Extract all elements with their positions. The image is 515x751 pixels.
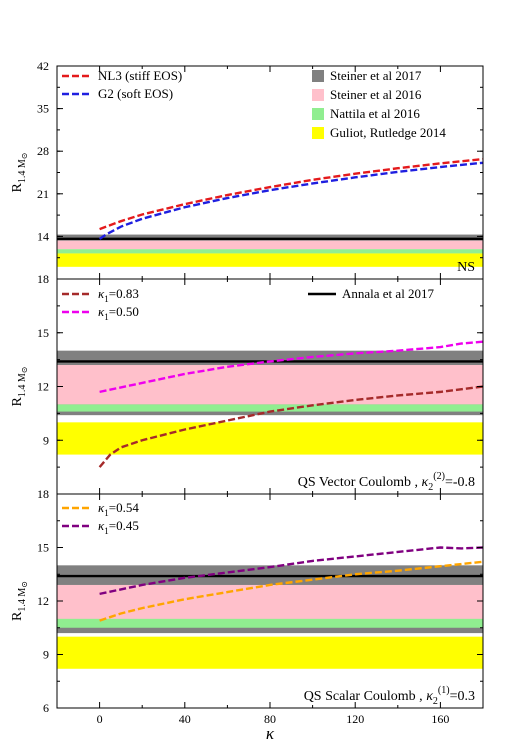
- legend-entry-k054: κ1=0.54: [62, 500, 139, 518]
- panel-2: 9 12 15 18 R1.4 M⊙ QS Vector Coulomb , κ2(2)=…: [10, 272, 484, 495]
- legend-label: Nattila et al 2016: [330, 106, 420, 121]
- legend-entry-g2: G2 (soft EOS): [62, 86, 173, 101]
- y-tick-label: 35: [37, 102, 49, 116]
- series-line-1-0-83: [98, 385, 483, 468]
- legend-label: Annala et al 2017: [342, 286, 435, 301]
- y-tick-label: 15: [37, 541, 49, 555]
- panel-label: NS: [457, 260, 475, 275]
- y-tick-label: 18: [37, 272, 49, 286]
- y-tick-label: 12: [37, 380, 49, 394]
- band-nattila-et-al-2016: [57, 249, 483, 254]
- x-axis-label: κ: [266, 724, 275, 743]
- legend-entry-annala: Annala et al 2017: [308, 286, 435, 301]
- series-line-1-0-54: [99, 560, 483, 622]
- plot-area: [57, 340, 483, 468]
- legend-label: κ1=0.50: [98, 304, 139, 322]
- y-tick-label: 18: [37, 487, 49, 501]
- legend-entry-nattila-et-al-2016: Nattila et al 2016: [312, 106, 420, 121]
- y-axis-label: R1.4 M⊙: [10, 153, 29, 193]
- x-tick-label: 120: [346, 712, 364, 726]
- legend-label: Steiner et al 2016: [330, 87, 422, 102]
- band-guliot-rutledge-2014: [57, 253, 483, 267]
- plot-area: [57, 157, 483, 267]
- x-tick-label: 160: [431, 712, 449, 726]
- legend-label: κ1=0.83: [98, 286, 139, 304]
- legend-entry-nl3: NL3 (stiff EOS): [62, 68, 182, 83]
- band-nattila-et-al-2016: [57, 404, 483, 412]
- legend-label: Guliot, Rutledge 2014: [330, 125, 446, 140]
- band-nattila-et-al-2016: [57, 618, 483, 628]
- panel-1: 14 21 28 35 42 R1.4 M⊙ NS: [10, 59, 484, 280]
- legend-entry-steiner-et-al-2016: Steiner et al 2016: [312, 87, 422, 102]
- band-steiner-et-al-2016: [57, 240, 483, 250]
- legend-swatch: [312, 70, 324, 82]
- series-line-1-0-45: [99, 546, 483, 596]
- y-tick-label: 28: [37, 144, 49, 158]
- legend-entry-k045: κ1=0.45: [62, 518, 139, 536]
- legend-entry-k050: κ1=0.50: [62, 304, 139, 322]
- series-line-g2-soft-eos: [98, 161, 483, 240]
- band-steiner-et-al-2016: [57, 365, 483, 405]
- band-guliot-rutledge-2014: [57, 422, 483, 455]
- legend-entry-steiner-et-al-2017: Steiner et al 2017: [312, 68, 422, 83]
- y-tick-label: 9: [43, 433, 49, 447]
- y-axis-label: R1.4 M⊙: [10, 367, 29, 407]
- panel-label: QS Scalar Coulomb , κ2(1)=0.3: [304, 685, 475, 707]
- x-tick-label: 40: [179, 712, 191, 726]
- x-tick-label: 80: [264, 712, 276, 726]
- y-tick-label: 21: [37, 187, 49, 201]
- y-tick-label: 9: [43, 648, 49, 662]
- band-steiner-et-al-2016: [57, 584, 483, 621]
- legend-entry-k083: κ1=0.83: [62, 286, 139, 304]
- series-line-nl3-stiff-eos: [99, 157, 483, 231]
- y-tick-label: 12: [37, 594, 49, 608]
- band-guliot-rutledge-2014: [57, 636, 483, 669]
- legend-label: G2 (soft EOS): [98, 86, 173, 101]
- legend-label: Steiner et al 2017: [330, 68, 422, 83]
- panel-3: 6 9 12 15 18 0 40 80 120 160 κ R1.4 M⊙ QS Scalar Cou…: [10, 487, 484, 743]
- y-tick-label: 6: [43, 701, 49, 715]
- legend-label: κ1=0.45: [98, 518, 139, 536]
- legend-entry-guliot-rutledge-2014: Guliot, Rutledge 2014: [312, 125, 446, 140]
- y-tick-label: 15: [37, 326, 49, 340]
- x-tick-label: 0: [97, 712, 103, 726]
- series-line-1-0-50: [99, 340, 483, 394]
- legend-swatch: [312, 127, 324, 139]
- legend-swatch: [312, 108, 324, 120]
- panel-label: QS Vector Coulomb , κ2(2)=-0.8: [298, 471, 475, 493]
- legend-label: κ1=0.54: [98, 500, 139, 518]
- y-tick-label: 14: [37, 229, 49, 243]
- legend-swatch: [312, 89, 324, 101]
- legend-label: NL3 (stiff EOS): [98, 68, 182, 83]
- plot-area: [57, 546, 483, 669]
- y-axis-label: R1.4 M⊙: [10, 581, 29, 621]
- y-tick-label: 42: [37, 59, 49, 73]
